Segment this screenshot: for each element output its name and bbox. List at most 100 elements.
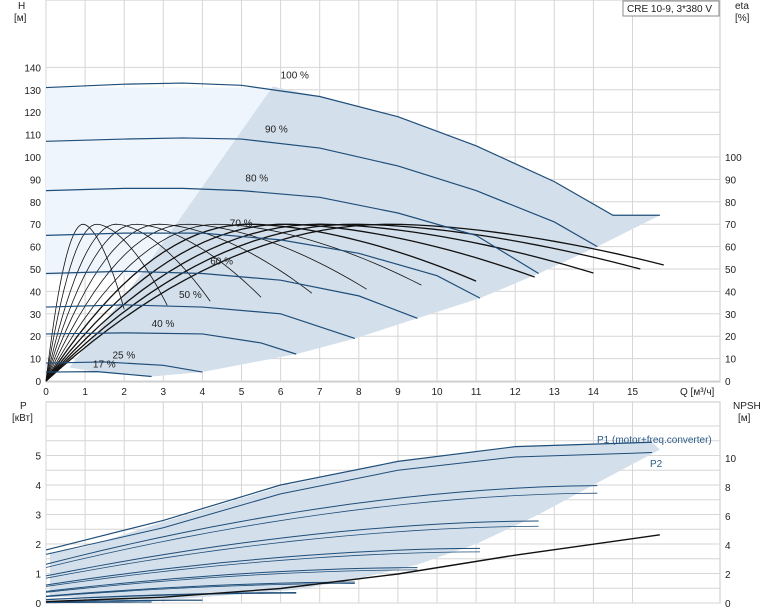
y-right-tick-label: 90 <box>725 175 737 186</box>
p-tick-label: 1 <box>35 570 41 581</box>
x-tick-label: 8 <box>356 387 362 398</box>
power-operating-region <box>49 442 660 602</box>
speed-curve <box>45 137 598 248</box>
y-right-tick-label: 30 <box>725 310 737 321</box>
y-left-tick-label: 60 <box>30 243 42 254</box>
y-left-tick-label: 30 <box>30 310 42 321</box>
y-right-tick-label: 60 <box>725 243 737 254</box>
x-tick-label: 4 <box>200 387 206 398</box>
npsh-tick-label: 8 <box>725 483 731 494</box>
p2-curve-reduced <box>45 592 297 601</box>
p1-curve-reduced <box>45 520 539 577</box>
y-right-title-top: eta <box>735 1 749 12</box>
efficiency-curve <box>45 223 262 382</box>
efficiency-curve <box>45 223 125 382</box>
speed-curve-labels: 100 % 90 % 80 % 70 % 60 % 50 % 40 % 25 %17 % <box>93 71 309 371</box>
y-right-unit-bottom: [м] <box>738 413 751 424</box>
y-left-tick-label: 50 <box>30 265 42 276</box>
y-right-tick-label: 80 <box>725 198 737 209</box>
x-tick-label: 3 <box>161 387 167 398</box>
y-left-tick-label: 0 <box>35 377 41 388</box>
npsh-tick-label: 4 <box>725 541 731 552</box>
power-curves <box>45 441 660 604</box>
y-left-tick-label: 130 <box>24 86 41 97</box>
p2-curve-reduced <box>45 583 355 598</box>
x-tick-label: 14 <box>588 387 600 398</box>
p2-curve-reduced <box>45 525 539 579</box>
speed-curve <box>45 361 203 373</box>
p1-curve-reduced <box>45 567 418 592</box>
p1-curve <box>45 441 653 551</box>
p1-curve-reduced <box>45 581 355 597</box>
y-right-tick-label: 40 <box>725 287 737 298</box>
y-left-unit-bottom: [кВт] <box>12 413 33 424</box>
x-tick-label: 13 <box>549 387 561 398</box>
bottom-operating-area <box>49 442 660 602</box>
npsh-tick-label: 2 <box>725 570 731 581</box>
y-right-tick-label: 100 <box>725 153 742 164</box>
efficiency-curve <box>45 223 594 382</box>
y-left-title-top: H <box>18 1 25 12</box>
y-right-tick-label: 20 <box>725 332 737 343</box>
p-tick-label: 0 <box>35 599 41 610</box>
y-right-tick-label: 0 <box>725 377 731 388</box>
x-tick-label: 11 <box>471 387 482 398</box>
p2-series-label: P2 <box>650 459 663 470</box>
speed-curve <box>45 370 152 378</box>
speed-curves <box>45 82 660 378</box>
y-left-tick-label: 120 <box>24 108 41 119</box>
x-tick-label: 1 <box>82 387 88 398</box>
speed-curve <box>45 332 297 355</box>
p-tick-label: 5 <box>35 452 41 463</box>
x-tick-label: 15 <box>627 387 639 398</box>
efficiency-curve <box>45 223 313 382</box>
p-tick-label: 4 <box>35 481 41 492</box>
y-left-tick-label: 80 <box>30 198 42 209</box>
efficiency-curve <box>45 223 211 382</box>
speed-curve <box>45 304 356 340</box>
npsh-tick-label: 6 <box>725 512 731 523</box>
efficiency-curve <box>45 223 641 382</box>
npsh-tick-label: 0 <box>725 599 731 610</box>
y-left-unit-top: [м] <box>14 13 27 24</box>
y-left-tick-label: 100 <box>24 153 41 164</box>
y-left-tick-label: 90 <box>30 175 42 186</box>
speed-curve-label: 100 % <box>281 71 309 82</box>
x-tick-label: 6 <box>278 387 284 398</box>
y-right-unit-top: [%] <box>735 13 750 24</box>
speed-curve-label: 70 % <box>230 218 253 229</box>
top-axes: 0 1 2 3 4 5 6 7 8 9 10 11 12 13 14 15010203040506070809… <box>24 63 742 398</box>
p2-curve-reduced <box>45 601 152 604</box>
p-tick-label: 2 <box>35 540 41 551</box>
y-right-tick-label: 70 <box>725 220 737 231</box>
y-left-tick-label: 140 <box>24 63 41 74</box>
p2-curve <box>45 452 653 555</box>
p1-curve-reduced <box>45 547 481 586</box>
model-legend-box <box>622 0 720 17</box>
p-tick-label: 3 <box>35 511 41 522</box>
efficiency-curve <box>45 223 367 382</box>
x-tick-label: 5 <box>239 387 245 398</box>
y-left-title-bottom: P <box>20 401 27 412</box>
p1-series-label: P1 (motor+freq.converter) <box>597 435 712 446</box>
npsh-tick-label: 10 <box>725 454 737 465</box>
p2-curve-reduced <box>45 551 481 587</box>
y-left-tick-label: 40 <box>30 287 42 298</box>
p1-curve-reduced <box>45 485 598 565</box>
efficiency-curves <box>45 223 664 382</box>
speed-curve-label: 25 % <box>112 351 135 362</box>
y-left-tick-label: 10 <box>30 355 42 366</box>
speed-curve-label: 60 % <box>210 257 233 268</box>
x-tick-label: 12 <box>510 387 522 398</box>
x-tick-label: 7 <box>317 387 323 398</box>
speed-curve-label: 80 % <box>245 174 268 185</box>
speed-curve-label: 90 % <box>265 124 288 135</box>
speed-curve <box>45 82 660 216</box>
model-legend-text: CRE 10-9, 3*380 V <box>627 4 712 15</box>
speed-curve-label: 40 % <box>152 319 175 330</box>
x-axis-title: Q [м³/ч] <box>680 387 715 398</box>
y-right-title-bottom: NPSH <box>733 401 761 412</box>
x-tick-label: 9 <box>395 387 401 398</box>
speed-curve <box>45 187 539 274</box>
efficiency-curve <box>45 223 477 382</box>
